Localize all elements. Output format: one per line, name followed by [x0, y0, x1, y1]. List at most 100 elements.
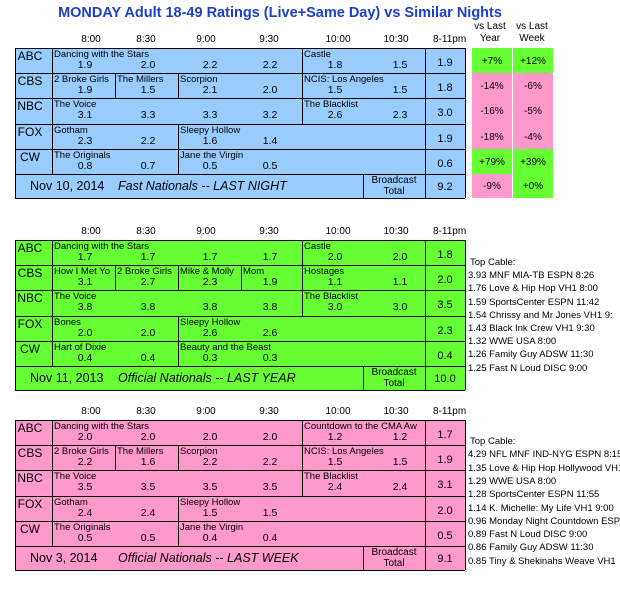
show-name: Dancing with the Stars	[54, 49, 150, 60]
panel-border	[15, 390, 465, 391]
show-divider	[178, 73, 179, 99]
footer-date: Nov 11, 2013	[30, 371, 104, 385]
vs-year-cell	[472, 48, 512, 74]
rating-value: 2.6	[262, 326, 278, 339]
rating-value: 0.3	[202, 351, 218, 364]
rating-value: 0.8	[77, 159, 93, 172]
network-label: CBS	[17, 74, 43, 89]
top-cable-item: 1.14 K. Michelle: My Life VH1 9:00	[468, 502, 614, 514]
top-cable-item: 1.29 WWE USA 8:00	[468, 475, 557, 487]
show-divider	[302, 420, 303, 446]
rating-value: 2.3	[202, 276, 218, 289]
time-slot-label: 8:30	[136, 34, 156, 45]
show-divider	[178, 315, 179, 341]
network-label: NBC	[17, 471, 43, 486]
rating-value: 1.5	[327, 456, 343, 469]
time-slot-label: 10:30	[383, 406, 409, 417]
time-slot-label: 10:00	[325, 406, 351, 417]
rating-value: 1.4	[262, 134, 278, 147]
vs-week-cell	[513, 73, 553, 99]
row-divider	[15, 445, 465, 447]
row-total: 3.1	[437, 479, 453, 492]
time-slot-label: 9:30	[259, 226, 279, 237]
rating-value: 1.7	[262, 251, 278, 263]
row-total: 3.5	[437, 299, 453, 312]
rating-value: 2.3	[392, 109, 408, 122]
top-cable-item: 0.86 Family Guy ADSW 11:30	[468, 542, 594, 554]
show-divider	[178, 495, 179, 521]
row-total: 1.8	[437, 82, 453, 95]
rating-value: 1.5	[140, 84, 156, 97]
vs-year-cell	[472, 148, 512, 174]
broadcast-label: Broadcast	[371, 547, 417, 558]
rating-value: 0.4	[262, 531, 278, 544]
rating-value: 1.5	[392, 456, 408, 469]
network-label: NBC	[17, 99, 43, 114]
row-divider	[15, 470, 465, 472]
rating-value: 0.5	[77, 531, 93, 544]
rating-value: 2.4	[140, 506, 156, 519]
show-name: NCIS: Los Angeles	[304, 446, 384, 458]
vs-last-week-header-2: Week	[519, 33, 545, 44]
rating-value: 2.0	[77, 431, 93, 443]
rating-value: 2.2	[77, 456, 93, 469]
row-total: 1.9	[437, 454, 453, 467]
row-divider	[15, 240, 465, 241]
vs-year-value: +7%	[481, 56, 503, 67]
rating-value: 3.8	[140, 301, 156, 314]
vs-year-cell	[472, 98, 512, 124]
rating-value: 3.8	[262, 301, 278, 314]
show-name: Beauty and the Beast	[180, 341, 271, 353]
rating-value: 1.6	[140, 456, 156, 469]
show-divider	[178, 148, 179, 174]
show-name: Dancing with the Stars	[54, 241, 150, 252]
total-label: Total	[383, 378, 405, 389]
night-total: 9.1	[437, 553, 453, 565]
rating-value: 2.0	[327, 251, 343, 263]
rating-value: 3.5	[262, 481, 278, 494]
row-divider	[15, 73, 465, 75]
network-label: CBS	[17, 266, 43, 281]
row-divider	[15, 340, 465, 342]
panel-border	[15, 366, 465, 367]
row-divider	[15, 48, 465, 49]
total-vs-week-cell	[513, 174, 553, 198]
vs-year-cell	[472, 123, 512, 149]
show-name: The Millers	[117, 446, 164, 458]
show-divider	[302, 265, 303, 291]
broadcast-divider	[363, 546, 364, 570]
show-name: The Originals	[54, 149, 111, 161]
show-name: The Millers	[117, 74, 164, 86]
rating-value: 3.0	[392, 301, 408, 314]
rating-value: 3.3	[202, 109, 218, 122]
show-name: The Voice	[54, 99, 97, 111]
show-name: Bones	[54, 316, 81, 328]
rating-value: 1.6	[202, 134, 218, 147]
rating-value: 0.5	[140, 531, 156, 544]
show-name: The Blacklist	[304, 471, 358, 483]
footer-label: Official Nationals -- LAST YEAR	[118, 371, 296, 385]
rating-value: 1.7	[77, 251, 93, 263]
rating-value: 0.7	[140, 159, 156, 172]
rating-value: 1.5	[262, 506, 278, 519]
row-divider	[15, 98, 465, 100]
row-total: 0.4	[437, 349, 453, 362]
panel-footer-last-week	[15, 546, 465, 570]
show-name: Countdown to the CMA Aw	[304, 421, 417, 432]
time-slot-label: 8:30	[136, 226, 156, 237]
show-divider	[302, 240, 303, 266]
top-cable-item: 0.96 Monday Night Countdown ESP	[468, 515, 620, 527]
network-label: FOX	[17, 316, 43, 331]
row-total: 1.7	[437, 429, 453, 441]
vs-year-value: -14%	[480, 81, 504, 93]
top-cable-item: 1.25 Fast N Loud DISC 9:00	[468, 362, 588, 374]
total-label: Total	[383, 558, 405, 569]
vs-week-value: -5%	[524, 106, 542, 118]
panel-border	[465, 240, 466, 390]
network-divider	[52, 420, 53, 546]
show-name: 2 Broke Girls	[54, 446, 109, 458]
panel-body-last-year	[15, 240, 465, 366]
rating-value: 2.4	[327, 481, 343, 494]
rating-value: 1.9	[262, 276, 278, 289]
footer-date: Nov 10, 2014	[30, 179, 105, 193]
